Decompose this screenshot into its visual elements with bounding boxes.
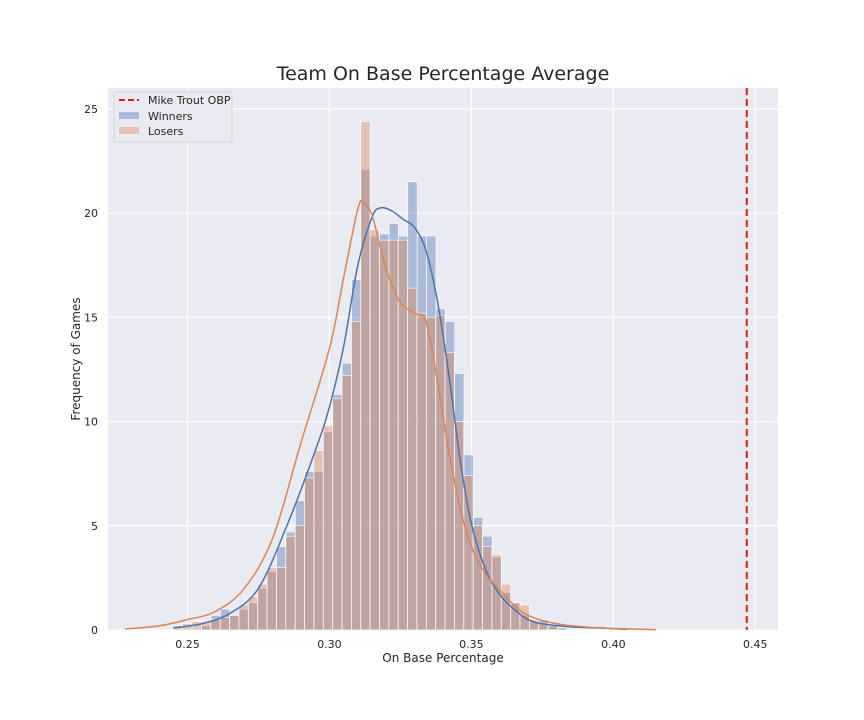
y-tick-label: 15 (84, 311, 98, 324)
losers-bar (547, 625, 558, 631)
losers-bar (416, 312, 427, 631)
losers-bar (491, 554, 502, 631)
losers-bar (257, 583, 268, 631)
y-axis-label: Frequency of Games (69, 297, 83, 420)
legend-losers-swatch (119, 127, 139, 134)
legend: Mike Trout OBP Winners Losers (113, 91, 233, 143)
winners-kde-line (173, 206, 628, 631)
losers-bar (397, 239, 408, 631)
x-tick-label: 0.35 (459, 638, 484, 651)
grid (108, 88, 778, 631)
plot-area (108, 88, 778, 630)
losers-bar (435, 314, 446, 631)
losers-bar (219, 617, 230, 631)
chart-title: Team On Base Percentage Average (276, 63, 610, 85)
losers-bar (379, 239, 390, 631)
losers-bar (332, 398, 343, 631)
losers-kde-line (124, 199, 656, 631)
y-tick-label: 5 (91, 520, 98, 533)
losers-bar (463, 475, 474, 631)
x-tick-labels: 0.25 0.30 0.35 0.40 0.45 (175, 638, 767, 651)
x-tick-label: 0.30 (317, 638, 342, 651)
losers-bar (482, 546, 493, 631)
losers-bar (500, 583, 511, 631)
losers-bar (369, 229, 380, 631)
x-tick-label: 0.25 (175, 638, 200, 651)
losers-bar (322, 425, 333, 631)
losers-bar (276, 567, 287, 631)
x-tick-label: 0.45 (743, 638, 768, 651)
losers-bar (238, 604, 249, 631)
y-tick-label: 10 (84, 416, 98, 429)
x-axis-label: On Base Percentage (382, 651, 503, 665)
losers-bar (472, 525, 483, 631)
y-tick-labels: 0 5 10 15 20 25 (84, 103, 98, 637)
losers-bar (360, 121, 371, 631)
legend-winners-label: Winners (148, 110, 193, 123)
losers-bar (341, 375, 352, 631)
y-tick-label: 25 (84, 103, 98, 116)
kde-lines (124, 199, 656, 631)
losers-bar (304, 477, 315, 631)
legend-losers-label: Losers (148, 125, 184, 138)
winners-bars (201, 169, 568, 631)
legend-winners-swatch (119, 112, 139, 119)
y-tick-label: 0 (91, 624, 98, 637)
losers-bar (407, 287, 418, 631)
losers-bar (294, 525, 305, 631)
losers-bar (351, 321, 361, 631)
x-tick-label: 0.40 (601, 638, 626, 651)
legend-vline-label: Mike Trout OBP (148, 94, 231, 107)
losers-bar (388, 239, 399, 631)
losers-bar (285, 535, 296, 631)
legend-box (113, 91, 233, 143)
losers-bar (266, 567, 277, 631)
y-tick-label: 20 (84, 207, 98, 220)
losers-bar (557, 627, 568, 631)
losers-bar (247, 596, 258, 631)
losers-bar (229, 615, 240, 631)
losers-bar (444, 352, 455, 631)
losers-bar (313, 450, 324, 631)
